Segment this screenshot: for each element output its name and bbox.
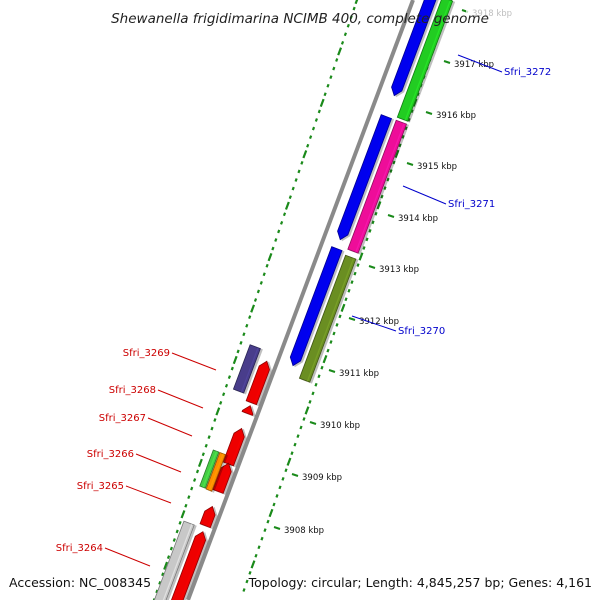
gene-feature[interactable] [337, 114, 393, 241]
leader-line [351, 315, 397, 332]
gene-feature[interactable] [245, 360, 270, 406]
gene-label[interactable]: Sfri_3264 [56, 543, 151, 567]
kbp-tick: 3910 kbp [309, 421, 360, 431]
gene-label-text[interactable]: Sfri_3269 [123, 348, 170, 359]
gene-feature[interactable] [391, 0, 438, 97]
gene-feature[interactable] [212, 462, 232, 494]
gene-labels: Sfri_3272 Sfri_3271 Sfri_3270 Sfri_3269 Sfri… [56, 54, 551, 567]
accession-text: Accession: NC_008345 [9, 575, 151, 590]
gene-label[interactable]: Sfri_3268 [109, 385, 204, 409]
genome-backbone [186, 0, 415, 600]
leader-line [104, 547, 151, 567]
kbp-tick: 3917 kbp [443, 60, 494, 70]
gene-feature[interactable] [199, 505, 216, 529]
gene-label[interactable]: Sfri_3266 [87, 449, 182, 473]
kbp-tick: 3909 kbp [291, 473, 342, 483]
gene-label[interactable]: Sfri_3272 [457, 54, 551, 78]
kbp-tick: 3911 kbp [328, 369, 379, 379]
gene-label-text[interactable]: Sfri_3267 [99, 413, 146, 424]
kbp-tick: 3913 kbp [368, 265, 419, 275]
gene-label[interactable]: Sfri_3265 [77, 481, 172, 504]
gene-feature[interactable] [241, 405, 254, 416]
kbp-tick-label: 3912 kbp [359, 317, 399, 327]
kbp-tick: 3915 kbp [406, 162, 457, 172]
gene-feature[interactable] [289, 246, 343, 367]
gene-feature[interactable] [222, 427, 245, 467]
gc-dot-tracks [152, 0, 453, 600]
gene-feature[interactable] [298, 254, 357, 383]
gene-feature[interactable] [232, 344, 261, 394]
leader-line [135, 453, 182, 473]
gene-feature[interactable] [396, 0, 454, 122]
gene-label-text[interactable]: Sfri_3272 [504, 67, 551, 78]
map-title: Shewanella frigidimarina NCIMB 400, comp… [111, 11, 489, 27]
title-fade [466, 0, 516, 28]
gene-label-text[interactable]: Sfri_3264 [56, 543, 103, 554]
gene-label-text[interactable]: Sfri_3271 [448, 199, 495, 210]
inner-dot-track [152, 0, 359, 600]
topology-text: Topology: circular; Length: 4,845,257 bp… [248, 575, 592, 590]
kbp-tick-label: 3913 kbp [379, 265, 419, 275]
kbp-tick: 3916 kbp [425, 111, 476, 121]
kbp-tick-label: 3911 kbp [339, 369, 379, 379]
kbp-tick-label: 3917 kbp [454, 60, 494, 70]
leader-line [125, 485, 172, 504]
gene-label-text[interactable]: Sfri_3268 [109, 385, 156, 396]
kbp-tick-label: 3908 kbp [284, 526, 324, 536]
kbp-tick-label: 3916 kbp [436, 111, 476, 121]
outer-dot-track [242, 0, 453, 592]
gene-label[interactable]: Sfri_3269 [123, 348, 217, 371]
gene-feature[interactable] [169, 531, 207, 600]
gene-feature[interactable] [199, 449, 220, 489]
kbp-tick-label: 3910 kbp [320, 421, 360, 431]
gene-features [153, 0, 454, 600]
leader-line [171, 352, 217, 371]
gene-feature[interactable] [153, 520, 195, 600]
gene-feature[interactable] [347, 119, 408, 254]
gene-feature[interactable] [205, 451, 226, 492]
kbp-tick-label: 3909 kbp [302, 473, 342, 483]
kbp-tick: 3912 kbp [348, 317, 399, 327]
gene-label[interactable]: Sfri_3271 [402, 185, 495, 210]
leader-line [457, 54, 503, 73]
kbp-tick-label: 3915 kbp [417, 162, 457, 172]
leader-line [157, 389, 204, 409]
leader-line [147, 417, 193, 437]
kbp-tick: 3914 kbp [387, 214, 438, 224]
leader-line [402, 185, 447, 205]
gene-label-text[interactable]: Sfri_3270 [398, 326, 445, 337]
gene-label[interactable]: Sfri_3270 [351, 315, 445, 337]
gene-label[interactable]: Sfri_3267 [99, 413, 193, 437]
kbp-tick-label: 3914 kbp [398, 214, 438, 224]
gene-label-text[interactable]: Sfri_3266 [87, 449, 134, 460]
kbp-tick: 3908 kbp [273, 526, 324, 536]
gene-label-text[interactable]: Sfri_3265 [77, 481, 124, 492]
